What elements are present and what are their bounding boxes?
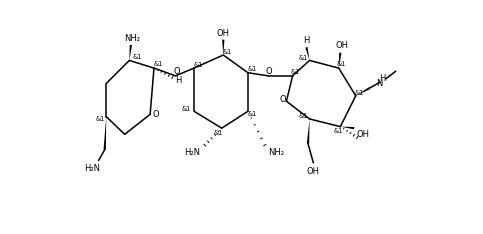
Text: &1: &1 [223, 49, 232, 55]
Text: OH: OH [307, 167, 320, 176]
Text: &1: &1 [291, 69, 300, 75]
Text: &1: &1 [333, 128, 342, 134]
Text: H: H [380, 74, 386, 83]
Polygon shape [355, 87, 370, 96]
Polygon shape [305, 47, 310, 60]
Text: &1: &1 [214, 130, 223, 136]
Text: &1: &1 [247, 66, 256, 72]
Text: O: O [173, 67, 180, 77]
Text: &1: &1 [299, 55, 308, 61]
Polygon shape [341, 127, 355, 129]
Text: O: O [265, 67, 272, 77]
Text: &1: &1 [96, 116, 105, 122]
Text: H: H [303, 36, 310, 45]
Text: OH: OH [217, 29, 230, 38]
Text: &1: &1 [132, 54, 142, 60]
Text: H₂N: H₂N [185, 148, 200, 157]
Text: &1: &1 [193, 62, 202, 68]
Text: O: O [152, 110, 159, 119]
Polygon shape [103, 117, 106, 150]
Text: &1: &1 [354, 90, 363, 96]
Text: NH₂: NH₂ [268, 148, 284, 157]
Text: OH: OH [357, 130, 370, 139]
Polygon shape [129, 45, 132, 60]
Text: N: N [376, 79, 382, 88]
Polygon shape [339, 53, 341, 68]
Text: &1: &1 [182, 106, 191, 112]
Text: H: H [175, 76, 182, 85]
Text: OH: OH [335, 40, 348, 50]
Text: &1: &1 [247, 111, 256, 117]
Text: H₂N: H₂N [85, 165, 100, 173]
Polygon shape [307, 119, 310, 144]
Text: &1: &1 [154, 61, 163, 67]
Text: &1: &1 [337, 61, 346, 66]
Text: O: O [279, 95, 286, 104]
Polygon shape [222, 40, 225, 55]
Text: NH₂: NH₂ [125, 34, 141, 43]
Text: &1: &1 [299, 113, 308, 119]
